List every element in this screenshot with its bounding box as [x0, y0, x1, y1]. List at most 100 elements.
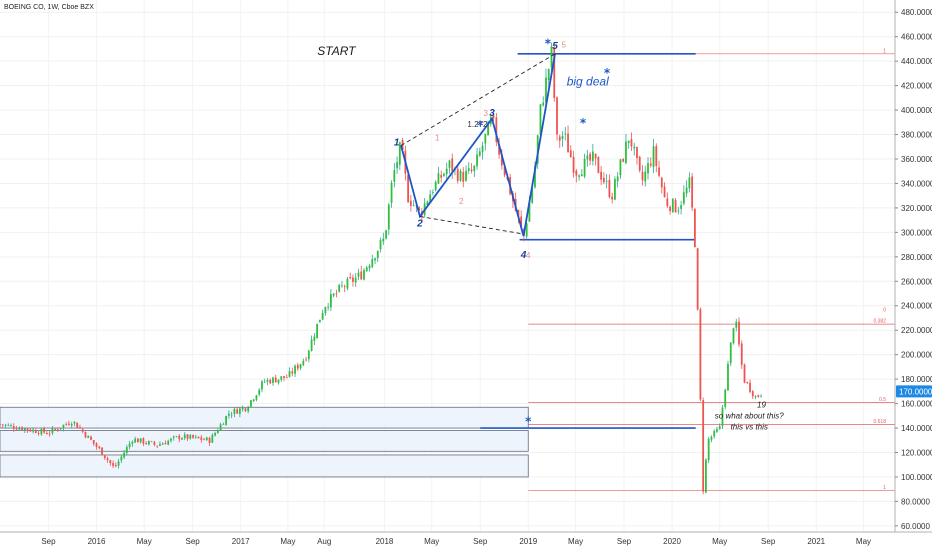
candle-up: [644, 171, 647, 182]
wave-label-primary: 4: [520, 250, 527, 261]
candle-down: [492, 115, 495, 119]
candle-up: [4, 424, 7, 426]
candle-up: [310, 339, 313, 352]
candle-down: [65, 424, 68, 425]
time-tick-label: May: [137, 537, 152, 546]
wave-label-secondary: 4: [526, 251, 531, 260]
fib-level-label: 0.618: [873, 419, 886, 425]
price-tick-label: 160.0000: [901, 400, 932, 409]
candle-up: [614, 178, 616, 200]
candle-up: [677, 210, 680, 212]
candle-up: [379, 240, 382, 250]
candle-down: [520, 216, 523, 228]
candle-down: [572, 156, 575, 173]
candle-up: [671, 198, 674, 212]
time-tick-label: Sep: [617, 537, 632, 546]
candle-down: [114, 465, 117, 467]
candle-down: [164, 443, 167, 445]
candle-up: [528, 203, 531, 222]
candle-up: [561, 135, 564, 140]
candle-down: [702, 400, 705, 492]
candle-up: [448, 160, 451, 168]
price-tick-label: 60.0000: [901, 522, 930, 531]
candle-up: [365, 267, 368, 272]
candle-up: [120, 456, 123, 461]
candle-up: [357, 272, 360, 277]
candle-down: [669, 206, 671, 211]
candle-down: [208, 437, 211, 443]
candle-up: [710, 436, 713, 440]
chart-annotation: this vs this: [731, 422, 768, 431]
candle-up: [211, 434, 214, 443]
candle-down: [296, 365, 299, 369]
candle-up: [705, 459, 707, 493]
candle-down: [92, 440, 95, 444]
candle-up: [183, 434, 186, 438]
candle-up: [247, 407, 250, 412]
candle-up: [732, 328, 735, 344]
candle-up: [255, 395, 258, 400]
candle-up: [313, 336, 316, 341]
candle-down: [343, 286, 346, 288]
candle-down: [352, 277, 354, 282]
candle-up: [23, 428, 26, 431]
candle-up: [222, 424, 225, 425]
candle-up: [40, 428, 43, 435]
candle-down: [663, 186, 666, 198]
candle-up: [545, 77, 547, 103]
candle-down: [81, 429, 84, 432]
support-boxes: [0, 406, 529, 478]
candle-down: [103, 455, 106, 459]
candle-up: [59, 428, 62, 430]
candle-down: [145, 443, 148, 444]
candle-up: [542, 102, 545, 106]
price-tick-label: 440.0000: [901, 57, 932, 66]
candle-down: [112, 463, 114, 466]
time-tick-label: Sep: [473, 537, 488, 546]
candle-down: [553, 47, 556, 98]
candle-up: [332, 293, 335, 296]
price-tick-label: 180.0000: [901, 375, 932, 384]
candle-down: [569, 150, 572, 158]
candle-down: [43, 428, 46, 433]
candle-down: [658, 167, 660, 176]
candle-up: [7, 424, 10, 426]
time-tick-label: 2016: [88, 537, 106, 546]
chart-annotation: START: [317, 44, 357, 58]
candle-down: [269, 379, 272, 384]
wave-channel-upper: [400, 53, 556, 146]
price-tick-label: 360.0000: [901, 155, 932, 164]
candle-up: [32, 429, 34, 432]
candle-down: [500, 154, 503, 166]
candle-down: [636, 146, 638, 158]
candle-up: [685, 187, 688, 194]
price-axis[interactable]: 480.0000 460.0000 440.0000 420.0000 400.0000…: [894, 0, 932, 532]
candle-up: [382, 238, 385, 242]
candle-up: [434, 181, 437, 191]
candle-down: [283, 376, 285, 378]
candle-up: [754, 396, 757, 398]
time-axis[interactable]: Sep 2016 May Sep 2017 May Aug 2018 May Sep 2019 May…: [0, 531, 932, 546]
drawing-layer: [400, 53, 556, 237]
support-zone-box: [0, 454, 529, 478]
chart-annotation: so what about this?: [715, 411, 784, 420]
candle-up: [324, 307, 327, 314]
candle-down: [503, 166, 506, 176]
candle-down: [495, 117, 498, 142]
candle-up: [205, 437, 208, 441]
candle-up: [437, 173, 440, 184]
support-zone-box: [0, 406, 529, 429]
candle-up: [307, 350, 310, 360]
candle-up: [443, 173, 445, 176]
elliott-wave-path: [400, 53, 556, 237]
candle-up: [181, 438, 183, 440]
candle-down: [76, 422, 79, 428]
candle-up: [716, 429, 718, 432]
candle-up: [258, 389, 261, 395]
candle-up: [591, 151, 594, 161]
time-tick-label: 2017: [232, 537, 250, 546]
candle-up: [346, 278, 349, 289]
candle-up: [616, 176, 619, 182]
candle-down: [451, 158, 454, 172]
